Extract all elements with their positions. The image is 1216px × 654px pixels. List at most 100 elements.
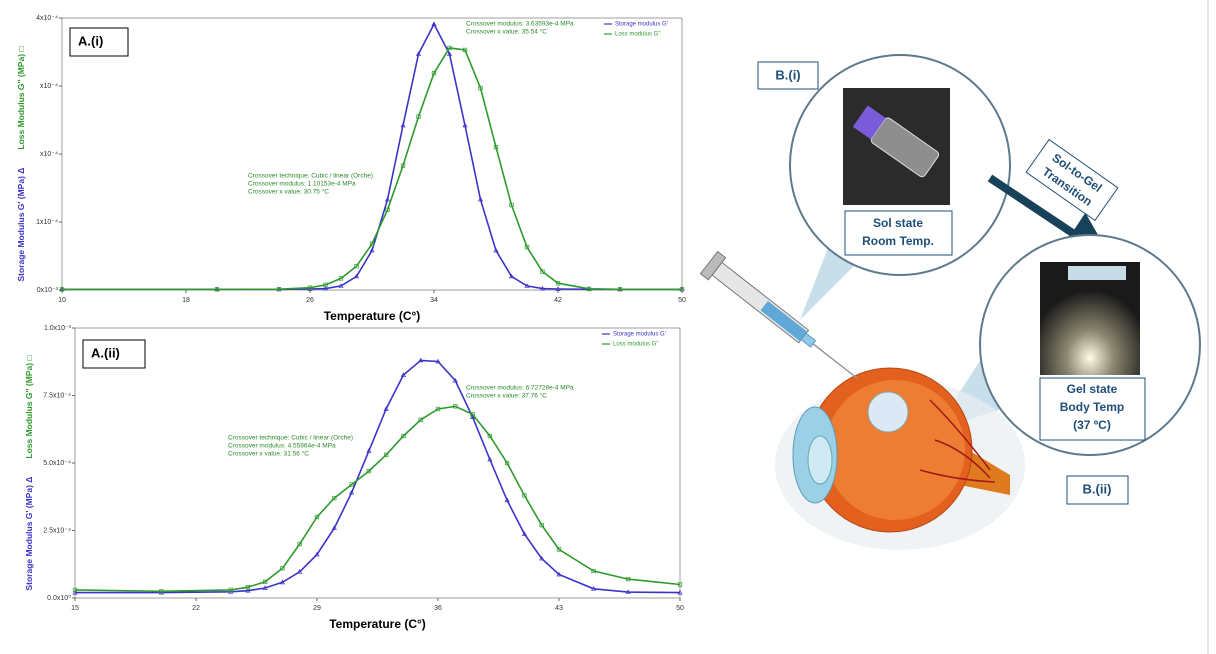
marker — [214, 287, 220, 292]
marker — [369, 247, 375, 253]
marker — [504, 497, 510, 503]
annotation: Crossover modulus: 3.63593e-4 MPa — [466, 21, 574, 28]
needle — [812, 343, 858, 379]
marker — [349, 482, 354, 487]
legend-label: Storage modulus G' — [613, 332, 666, 338]
marker — [297, 569, 303, 574]
sol-state: Sol state — [873, 216, 923, 230]
marker — [555, 281, 561, 286]
annotation: Crossover technique: Cubic / linear (Orc… — [248, 173, 373, 180]
marker — [540, 269, 545, 274]
y-tick-label: 7.5x10⁻⁴ — [43, 392, 71, 399]
marker — [539, 555, 545, 561]
y-axis-label-part: Storage Modulus G' (MPa) Δ — [16, 168, 26, 282]
marker — [590, 586, 597, 591]
y-tick-label: x10⁻⁴ — [40, 151, 58, 158]
vial — [852, 105, 940, 178]
gel-temp: Body Temp — [1060, 400, 1124, 414]
marker — [307, 285, 313, 290]
marker — [307, 286, 313, 291]
x-tick-label: 36 — [434, 605, 442, 612]
marker — [452, 377, 458, 383]
y-axis-label: Storage Modulus G' (MPa) Δ Loss Modulus G… — [24, 355, 34, 590]
y-axis-label-part: Loss Modulus G'' (MPa) □ — [24, 355, 34, 458]
x-tick-label: 34 — [430, 297, 438, 304]
marker — [338, 283, 344, 288]
y-tick-label: 1x10⁻⁴ — [36, 219, 58, 226]
y-tick-label: 2.5x10⁻⁴ — [43, 527, 71, 534]
sol-temp: Room Temp. — [862, 234, 934, 248]
text-box — [1039, 377, 1146, 441]
syringe — [699, 250, 858, 379]
marker — [59, 287, 65, 292]
vessels — [919, 399, 996, 483]
marker — [539, 285, 546, 291]
y-tick-label: 5.0x10⁻⁴ — [43, 460, 71, 467]
annotation: Crossover technique: Cubic / linear (Orc… — [228, 435, 353, 442]
marker — [418, 357, 424, 363]
marker — [279, 579, 286, 585]
marker — [586, 286, 592, 291]
y-tick-label: 4x10⁻⁴ — [36, 15, 58, 22]
marker — [470, 412, 475, 417]
legend-label: Loss modulus G'' — [615, 32, 661, 38]
marker — [556, 547, 562, 552]
marker — [487, 433, 493, 439]
marker — [524, 283, 530, 288]
marker — [314, 514, 320, 520]
y-tick-label: 0.0x10⁰ — [47, 594, 71, 602]
label-box — [757, 61, 819, 90]
marker — [477, 196, 484, 202]
marker — [504, 460, 510, 466]
marker — [415, 51, 422, 56]
legend-label: Storage modulus G' — [615, 22, 668, 28]
marker — [322, 285, 329, 291]
lens — [807, 435, 833, 485]
panel-label: A.(i) — [78, 33, 103, 48]
marker — [625, 589, 631, 594]
marker — [323, 282, 328, 288]
panel-label: B.(ii) — [1083, 481, 1112, 496]
marker — [369, 241, 375, 246]
marker — [262, 579, 268, 584]
plunger — [699, 250, 727, 281]
marker — [297, 541, 302, 547]
panel-label: A.(ii) — [91, 345, 120, 360]
marker — [447, 45, 452, 51]
marker — [625, 576, 631, 582]
marker — [416, 114, 421, 119]
transition-arrow — [987, 174, 1112, 260]
gel-temp: (37 ºC) — [1073, 418, 1111, 432]
x-tick-label: 42 — [554, 297, 562, 304]
marker — [400, 122, 406, 128]
marker — [418, 417, 423, 422]
annotation: Crossover modulus: 4.55964e-4 MPa — [228, 443, 336, 450]
y-tick-label: 1.0x10⁻³ — [44, 325, 72, 332]
series-line — [62, 47, 682, 291]
annotation: Crossover x value: 30.75 °C — [248, 188, 329, 196]
marker — [383, 406, 389, 411]
gel-photo — [1040, 262, 1140, 375]
marker — [509, 202, 514, 208]
charts: 0x10⁻³ 1x10⁻⁴ x10⁻⁴ x10⁻⁴ 4x10⁻⁴ 10 18 26 34 42 50… — [16, 15, 686, 631]
x-tick-label: 18 — [182, 297, 190, 304]
fluid — [760, 300, 808, 342]
x-tick-label: 15 — [71, 605, 79, 612]
marker — [366, 468, 372, 474]
marker — [522, 493, 527, 498]
marker — [338, 276, 344, 281]
marker — [617, 287, 623, 292]
marker — [280, 566, 285, 571]
marker — [508, 273, 515, 279]
marker — [158, 589, 165, 595]
annotation: Crossover modulus: 6.72728e-4 MPa — [466, 385, 574, 392]
x-axis-label: Temperature (C°) — [324, 309, 421, 323]
panel-label: B.(i) — [775, 67, 800, 82]
x-tick-label: 10 — [58, 297, 66, 304]
y-axis-label-part: Loss Modulus G'' (MPa) □ — [16, 46, 26, 149]
glove — [852, 105, 886, 140]
gel-state: Gel state — [1067, 382, 1118, 396]
marker — [159, 589, 164, 594]
annotation: Crossover x value: 37.76 °C — [466, 392, 547, 400]
x-tick-label: 26 — [306, 297, 314, 304]
